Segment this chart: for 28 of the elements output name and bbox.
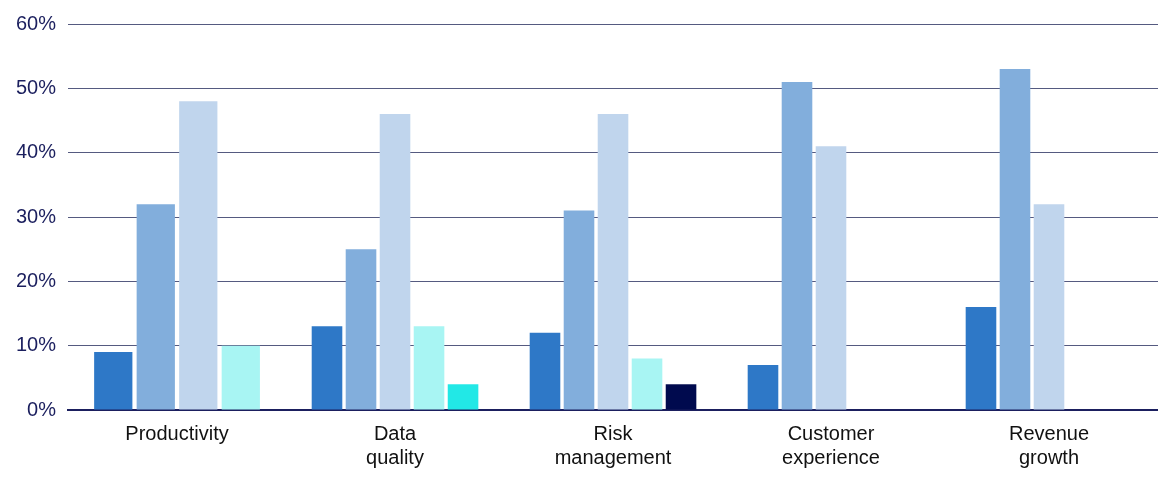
y-tick-label: 60%	[16, 11, 57, 34]
bar	[311, 326, 343, 410]
bar	[999, 69, 1031, 410]
x-tick-label: Productivity	[125, 421, 229, 444]
bar	[781, 81, 813, 410]
x-tick-label: Revenue growth	[1008, 421, 1090, 468]
y-tick-label: 40%	[16, 140, 57, 163]
bar	[447, 384, 479, 410]
bar	[631, 358, 663, 410]
bar	[379, 114, 411, 410]
bar	[965, 307, 997, 410]
bar	[665, 384, 697, 410]
x-tick-label: Customer experience	[782, 421, 880, 468]
y-tick-label: 10%	[16, 333, 57, 356]
bar	[413, 326, 445, 410]
bar	[1033, 204, 1065, 410]
y-tick-label: 20%	[16, 268, 57, 291]
bar	[563, 210, 595, 410]
bar	[747, 364, 779, 410]
x-tick-label: Data quality	[366, 421, 424, 468]
y-tick-label: 50%	[16, 75, 57, 98]
bar	[345, 249, 377, 410]
bar	[815, 146, 847, 410]
bar	[529, 332, 561, 410]
bar	[597, 114, 629, 410]
x-tick-label: Risk management	[554, 421, 672, 468]
y-tick-label: 0%	[27, 397, 57, 420]
y-tick-label: 30%	[16, 204, 57, 227]
